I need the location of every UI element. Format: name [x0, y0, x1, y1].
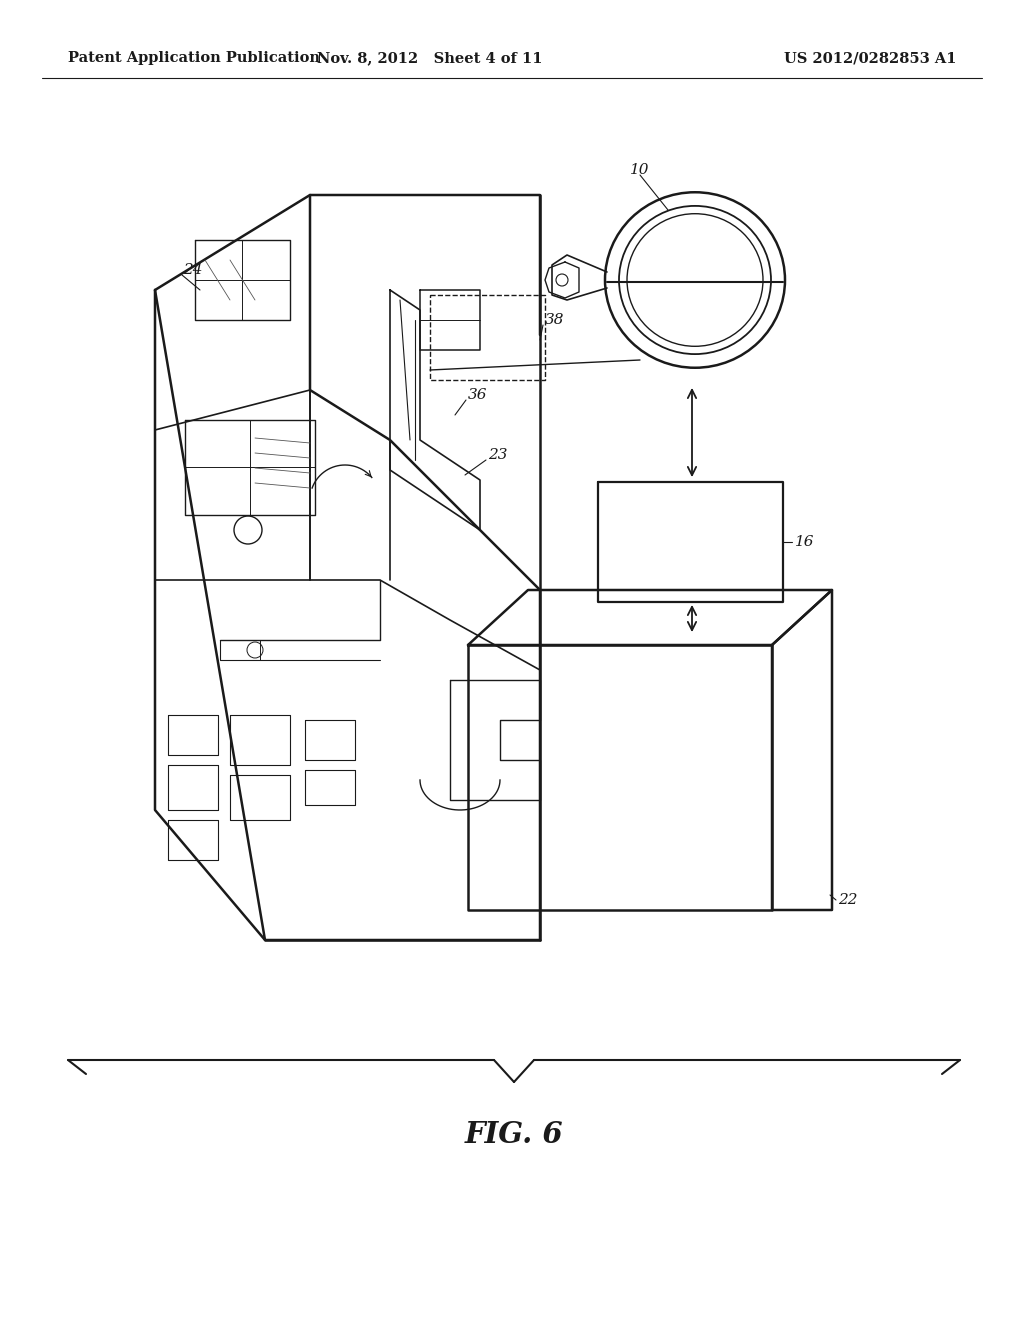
- Text: 16: 16: [795, 535, 814, 549]
- Text: FIG. 6: FIG. 6: [465, 1119, 563, 1148]
- Text: 36: 36: [468, 388, 487, 403]
- Text: 22: 22: [838, 894, 857, 907]
- Text: 38: 38: [545, 313, 564, 327]
- Text: Nov. 8, 2012   Sheet 4 of 11: Nov. 8, 2012 Sheet 4 of 11: [317, 51, 543, 65]
- Text: US 2012/0282853 A1: US 2012/0282853 A1: [783, 51, 956, 65]
- Text: 23: 23: [488, 447, 508, 462]
- Text: Patent Application Publication: Patent Application Publication: [68, 51, 319, 65]
- Text: 24: 24: [183, 263, 203, 277]
- Text: 10: 10: [630, 162, 649, 177]
